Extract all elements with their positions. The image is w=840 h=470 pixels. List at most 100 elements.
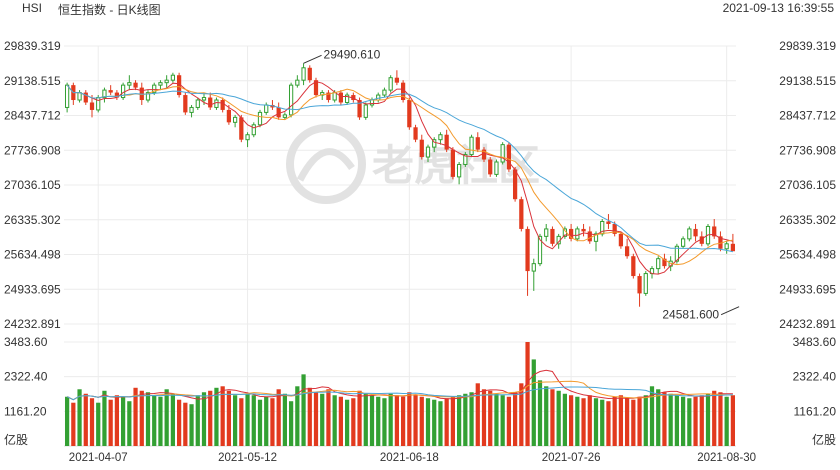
- candle: [463, 152, 468, 167]
- volume-tick-label-left: 1161.20: [4, 404, 47, 418]
- annotations: 29490.610 24581.600: [303, 47, 740, 322]
- candle-body: [469, 136, 474, 156]
- volume-bar: [245, 393, 250, 446]
- candle: [550, 226, 555, 247]
- y-tick-label-right: 24933.695: [779, 282, 836, 296]
- volume-bar: [195, 395, 200, 446]
- volume-bar: [419, 396, 424, 446]
- candle-body: [127, 82, 132, 86]
- candle-body: [164, 79, 169, 84]
- candle-body: [301, 67, 306, 81]
- volume-bar: [214, 387, 219, 446]
- volume-bar: [494, 393, 499, 446]
- volume-unit-left: 亿股: [4, 432, 28, 447]
- y-tick-label-left: 24232.891: [4, 317, 61, 331]
- y-tick-label-left: 27736.908: [4, 143, 61, 157]
- volume-bar: [668, 393, 673, 446]
- y-tick-label-left: 25634.498: [4, 248, 61, 262]
- candle-body: [307, 67, 312, 81]
- candle: [77, 90, 82, 103]
- candle: [656, 256, 661, 274]
- volume-bar: [183, 402, 188, 446]
- candle: [500, 142, 505, 165]
- volume-bar: [425, 398, 431, 446]
- volume-bar: [544, 386, 549, 446]
- y-tick-label-right: 26335.302: [779, 213, 836, 227]
- candle-body: [251, 124, 256, 136]
- volume-bar: [680, 396, 686, 446]
- max-label: 29490.610: [324, 47, 381, 61]
- candle: [220, 97, 225, 113]
- volume-bar: [724, 396, 729, 446]
- candle-body: [232, 116, 238, 123]
- volume-bar: [276, 389, 281, 446]
- candle-body: [425, 146, 431, 158]
- volume-bar: [326, 389, 331, 446]
- candle-body: [413, 127, 418, 140]
- candle: [724, 241, 729, 254]
- volume-bar: [488, 390, 493, 446]
- volume-bar: [114, 395, 120, 446]
- x-tick-label: 2021-08-30: [697, 452, 756, 464]
- volume-bar: [450, 396, 456, 446]
- candle-body: [369, 99, 375, 106]
- volume-bar: [220, 386, 225, 446]
- candle: [544, 223, 549, 242]
- volume-bar: [139, 390, 144, 446]
- candle-body: [220, 100, 225, 110]
- candle: [183, 92, 188, 115]
- candle-body: [89, 102, 95, 110]
- volume-bar: [674, 395, 680, 446]
- candle: [313, 77, 319, 98]
- y-tick-label-left: 29839.319: [4, 39, 61, 53]
- volume-tick-label-left: 3483.60: [4, 335, 48, 349]
- volume-bar: [208, 390, 213, 446]
- candle-body: [525, 228, 530, 272]
- volume-bar: [438, 401, 443, 446]
- candle-body: [183, 95, 188, 113]
- volume-bar: [606, 401, 611, 446]
- volume-bar: [643, 395, 648, 446]
- candle-body: [506, 144, 512, 170]
- candle: [388, 75, 393, 93]
- y-tick-label-left: 27036.105: [4, 178, 61, 192]
- candle-body: [463, 154, 468, 165]
- candle: [158, 80, 163, 91]
- candle-body: [581, 228, 586, 232]
- volume-bar: [158, 396, 163, 446]
- candle: [432, 137, 437, 153]
- y-tick-label-right: 29839.319: [779, 39, 836, 53]
- candle: [618, 231, 624, 249]
- candle-body: [239, 117, 244, 140]
- candle: [643, 271, 648, 296]
- candle-body: [357, 100, 362, 118]
- volume-bar: [568, 395, 574, 446]
- candle: [270, 100, 275, 110]
- volume-bar: [662, 392, 667, 446]
- volume-bar: [388, 393, 393, 446]
- candle-body: [295, 79, 300, 86]
- candle: [712, 219, 717, 239]
- candle-body: [537, 235, 543, 265]
- max-pointer: [303, 54, 322, 64]
- volume-bar: [537, 380, 543, 446]
- candle: [145, 90, 151, 103]
- chart-header: HSI 恒生指数 - 日K线图 2021-09-13 16:39:55: [0, 0, 840, 18]
- candle: [438, 132, 443, 145]
- volume-bar: [600, 399, 605, 446]
- candle: [257, 109, 263, 128]
- candle-body: [245, 134, 250, 141]
- candle-body: [363, 104, 368, 118]
- candle: [71, 82, 76, 105]
- candle: [245, 132, 250, 148]
- candle: [301, 63, 306, 86]
- x-axis-labels: 2021-04-07 2021-05-12 2021-06-18 2021-07-26…: [69, 452, 756, 464]
- candle-body: [108, 90, 113, 93]
- x-tick-label: 2021-05-12: [218, 452, 277, 464]
- candle-body: [419, 139, 424, 158]
- candle-body: [145, 92, 151, 101]
- volume-bar: [456, 395, 462, 446]
- candle: [450, 147, 456, 180]
- volume-bar: [133, 387, 138, 446]
- candle: [189, 104, 194, 118]
